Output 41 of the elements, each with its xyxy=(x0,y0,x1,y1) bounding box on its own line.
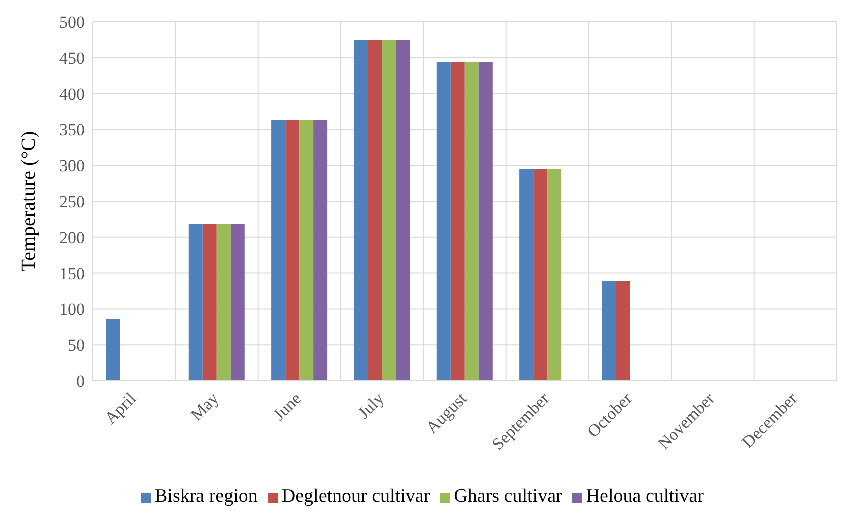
bar xyxy=(188,224,203,381)
y-tick-label: 400 xyxy=(60,84,85,104)
y-tick-label: 250 xyxy=(60,192,85,212)
bar xyxy=(520,169,534,381)
x-tick-label: May xyxy=(187,388,223,425)
bar xyxy=(354,40,368,381)
bar xyxy=(314,120,328,381)
legend-label: Biskra region xyxy=(155,486,258,507)
bar xyxy=(202,224,217,381)
y-tick-label: 150 xyxy=(60,264,85,284)
y-tick-label: 300 xyxy=(60,156,85,176)
bar xyxy=(216,224,231,381)
y-tick-label: 0 xyxy=(76,372,85,392)
legend-label: Heloua cultivar xyxy=(586,486,704,507)
bar xyxy=(382,40,396,381)
bar xyxy=(300,120,314,381)
bar xyxy=(436,62,451,381)
bar xyxy=(602,281,616,381)
y-tick-label: 450 xyxy=(60,48,85,68)
bar xyxy=(478,62,493,381)
y-tick-label: 100 xyxy=(60,300,85,320)
bar xyxy=(106,319,120,381)
bar xyxy=(464,62,479,381)
bar xyxy=(396,40,410,381)
x-tick-label: July xyxy=(354,388,388,423)
legend-label: Ghars cultivar xyxy=(454,486,562,507)
bar xyxy=(286,120,300,381)
bar xyxy=(272,120,286,381)
bar xyxy=(616,281,630,381)
y-tick-label: 50 xyxy=(68,336,85,356)
bar xyxy=(534,169,548,381)
y-tick-label: 500 xyxy=(60,13,85,32)
bar xyxy=(230,224,245,381)
y-tick-label: 350 xyxy=(60,120,85,140)
y-tick-label: 200 xyxy=(60,228,85,248)
bar xyxy=(450,62,465,381)
bar xyxy=(368,40,382,381)
y-axis-title: Temperature (°C) xyxy=(18,131,40,272)
legend-label: Degletnour cultivar xyxy=(282,486,430,507)
bar xyxy=(548,169,562,381)
x-tick-label: June xyxy=(270,389,306,425)
